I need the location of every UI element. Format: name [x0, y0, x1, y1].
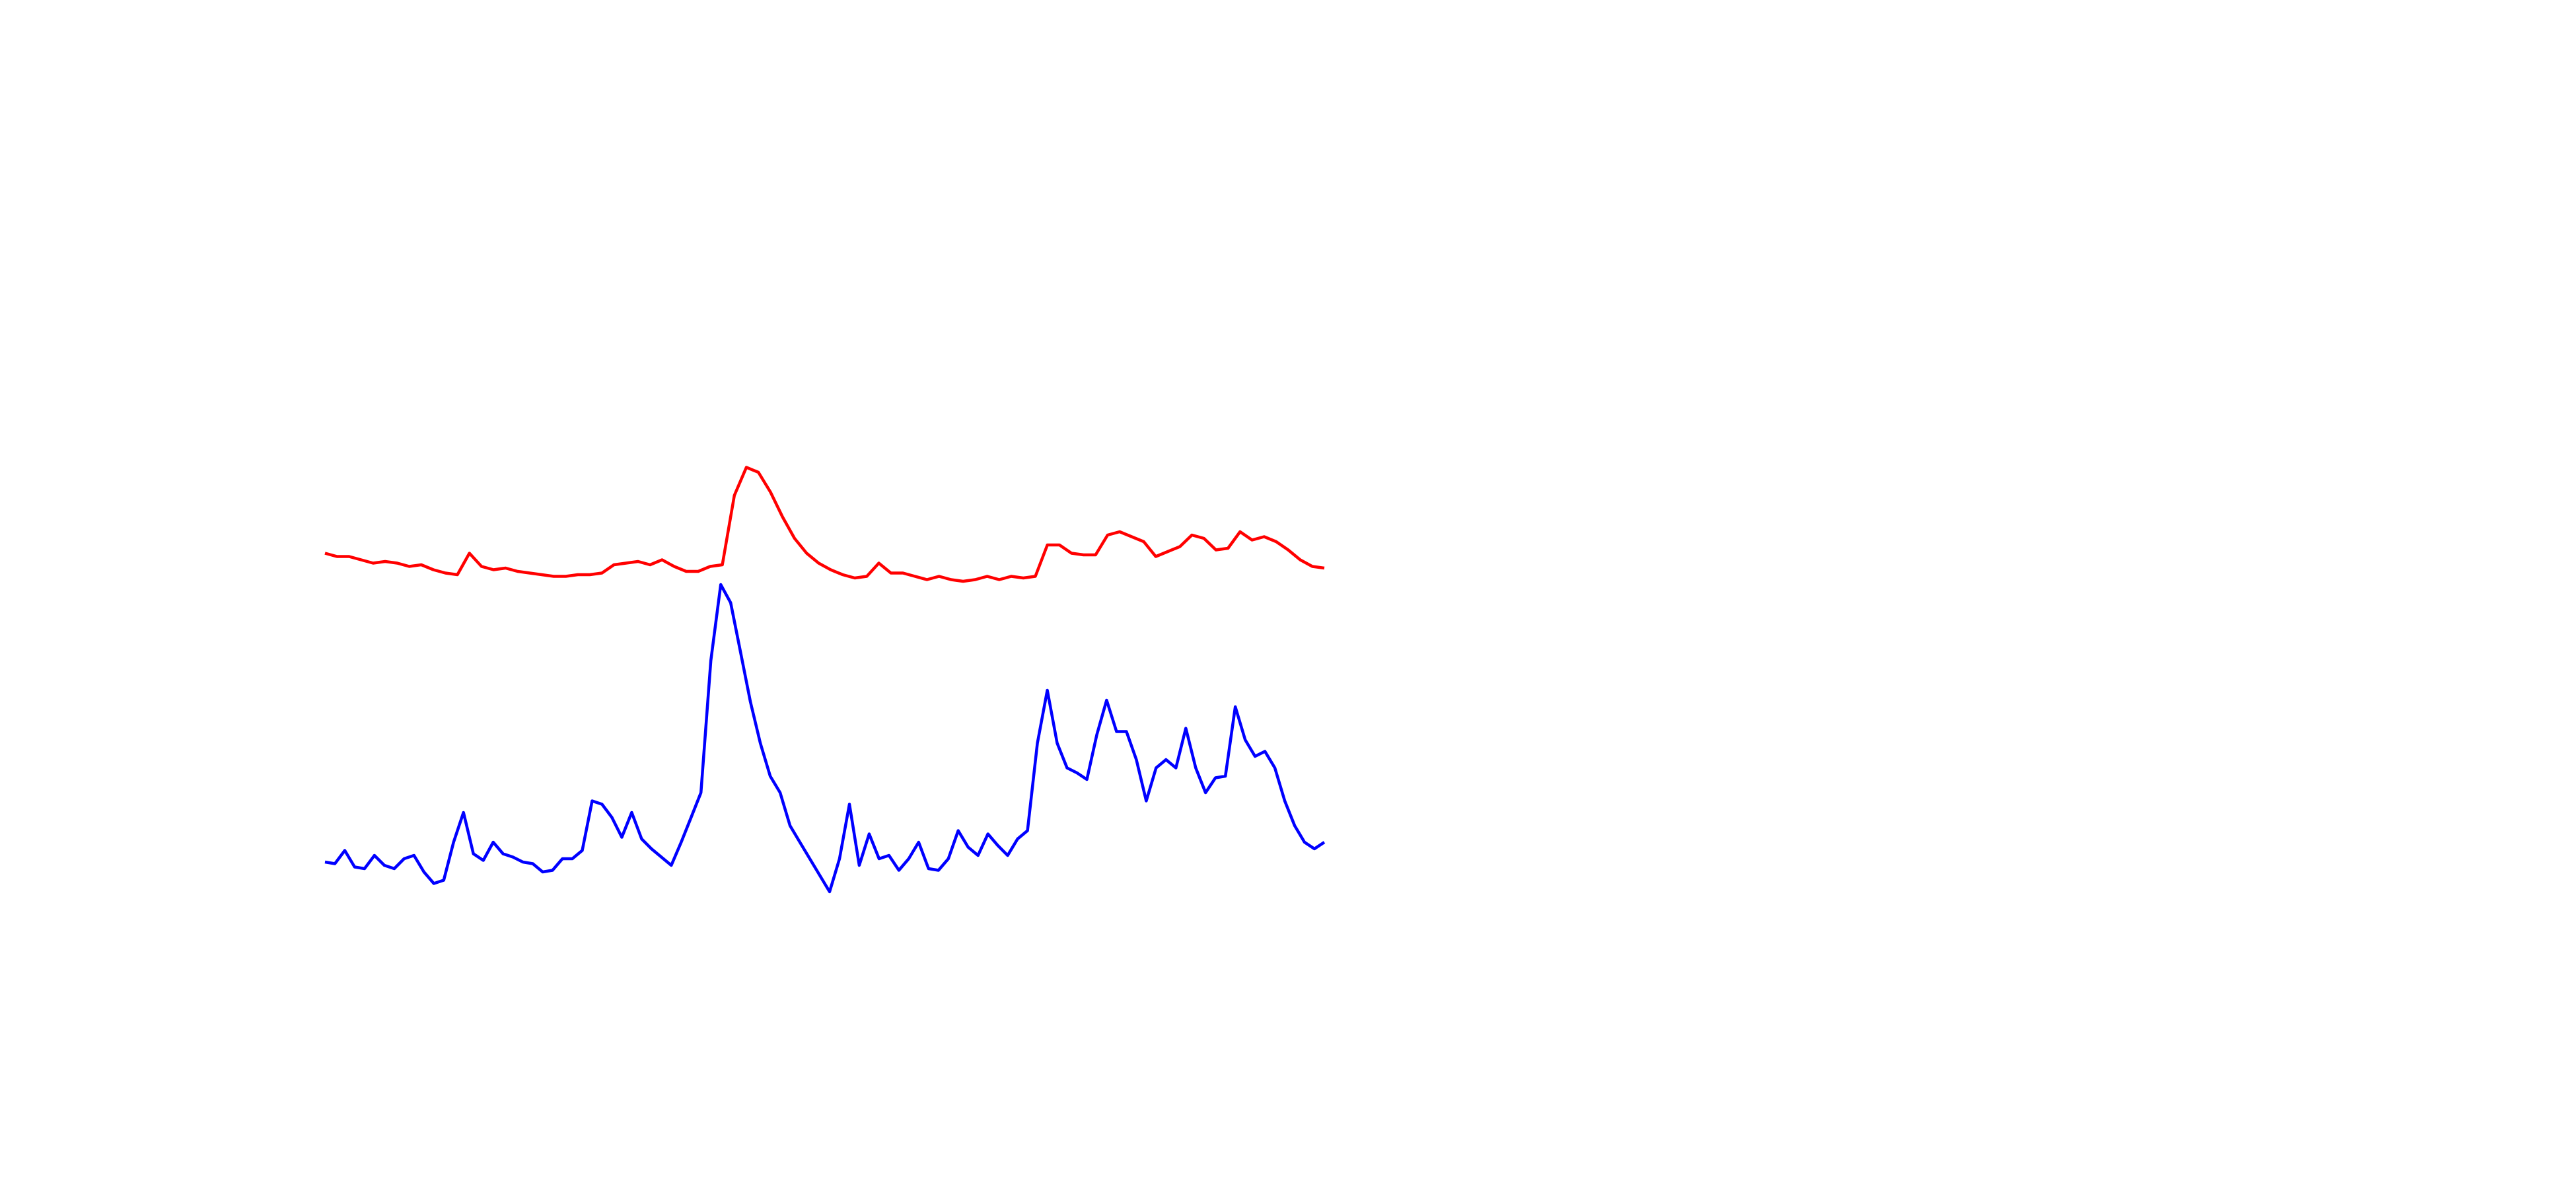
- data-line: [324, 466, 1325, 583]
- data-line: [324, 583, 1326, 894]
